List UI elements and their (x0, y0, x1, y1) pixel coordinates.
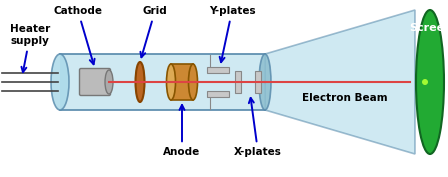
Text: Screen: Screen (409, 23, 448, 33)
Ellipse shape (189, 64, 198, 100)
FancyBboxPatch shape (207, 67, 229, 73)
Polygon shape (265, 10, 415, 154)
FancyBboxPatch shape (79, 68, 111, 96)
FancyBboxPatch shape (255, 71, 261, 93)
Text: Y-plates: Y-plates (209, 6, 255, 62)
FancyBboxPatch shape (235, 71, 241, 93)
Text: Cathode: Cathode (53, 6, 103, 64)
Text: Anode: Anode (164, 105, 201, 157)
Text: Electron Beam: Electron Beam (302, 93, 388, 103)
Text: Grid: Grid (140, 6, 168, 57)
Bar (171, 64, 193, 100)
Text: X-plates: X-plates (234, 98, 282, 157)
Ellipse shape (51, 54, 69, 110)
Ellipse shape (416, 10, 444, 154)
Ellipse shape (135, 62, 145, 102)
Ellipse shape (422, 79, 428, 85)
Ellipse shape (167, 64, 176, 100)
FancyBboxPatch shape (207, 91, 229, 97)
Bar (60, 54, 265, 110)
Ellipse shape (259, 54, 271, 110)
Text: Heater
supply: Heater supply (10, 24, 50, 72)
Ellipse shape (105, 70, 113, 94)
